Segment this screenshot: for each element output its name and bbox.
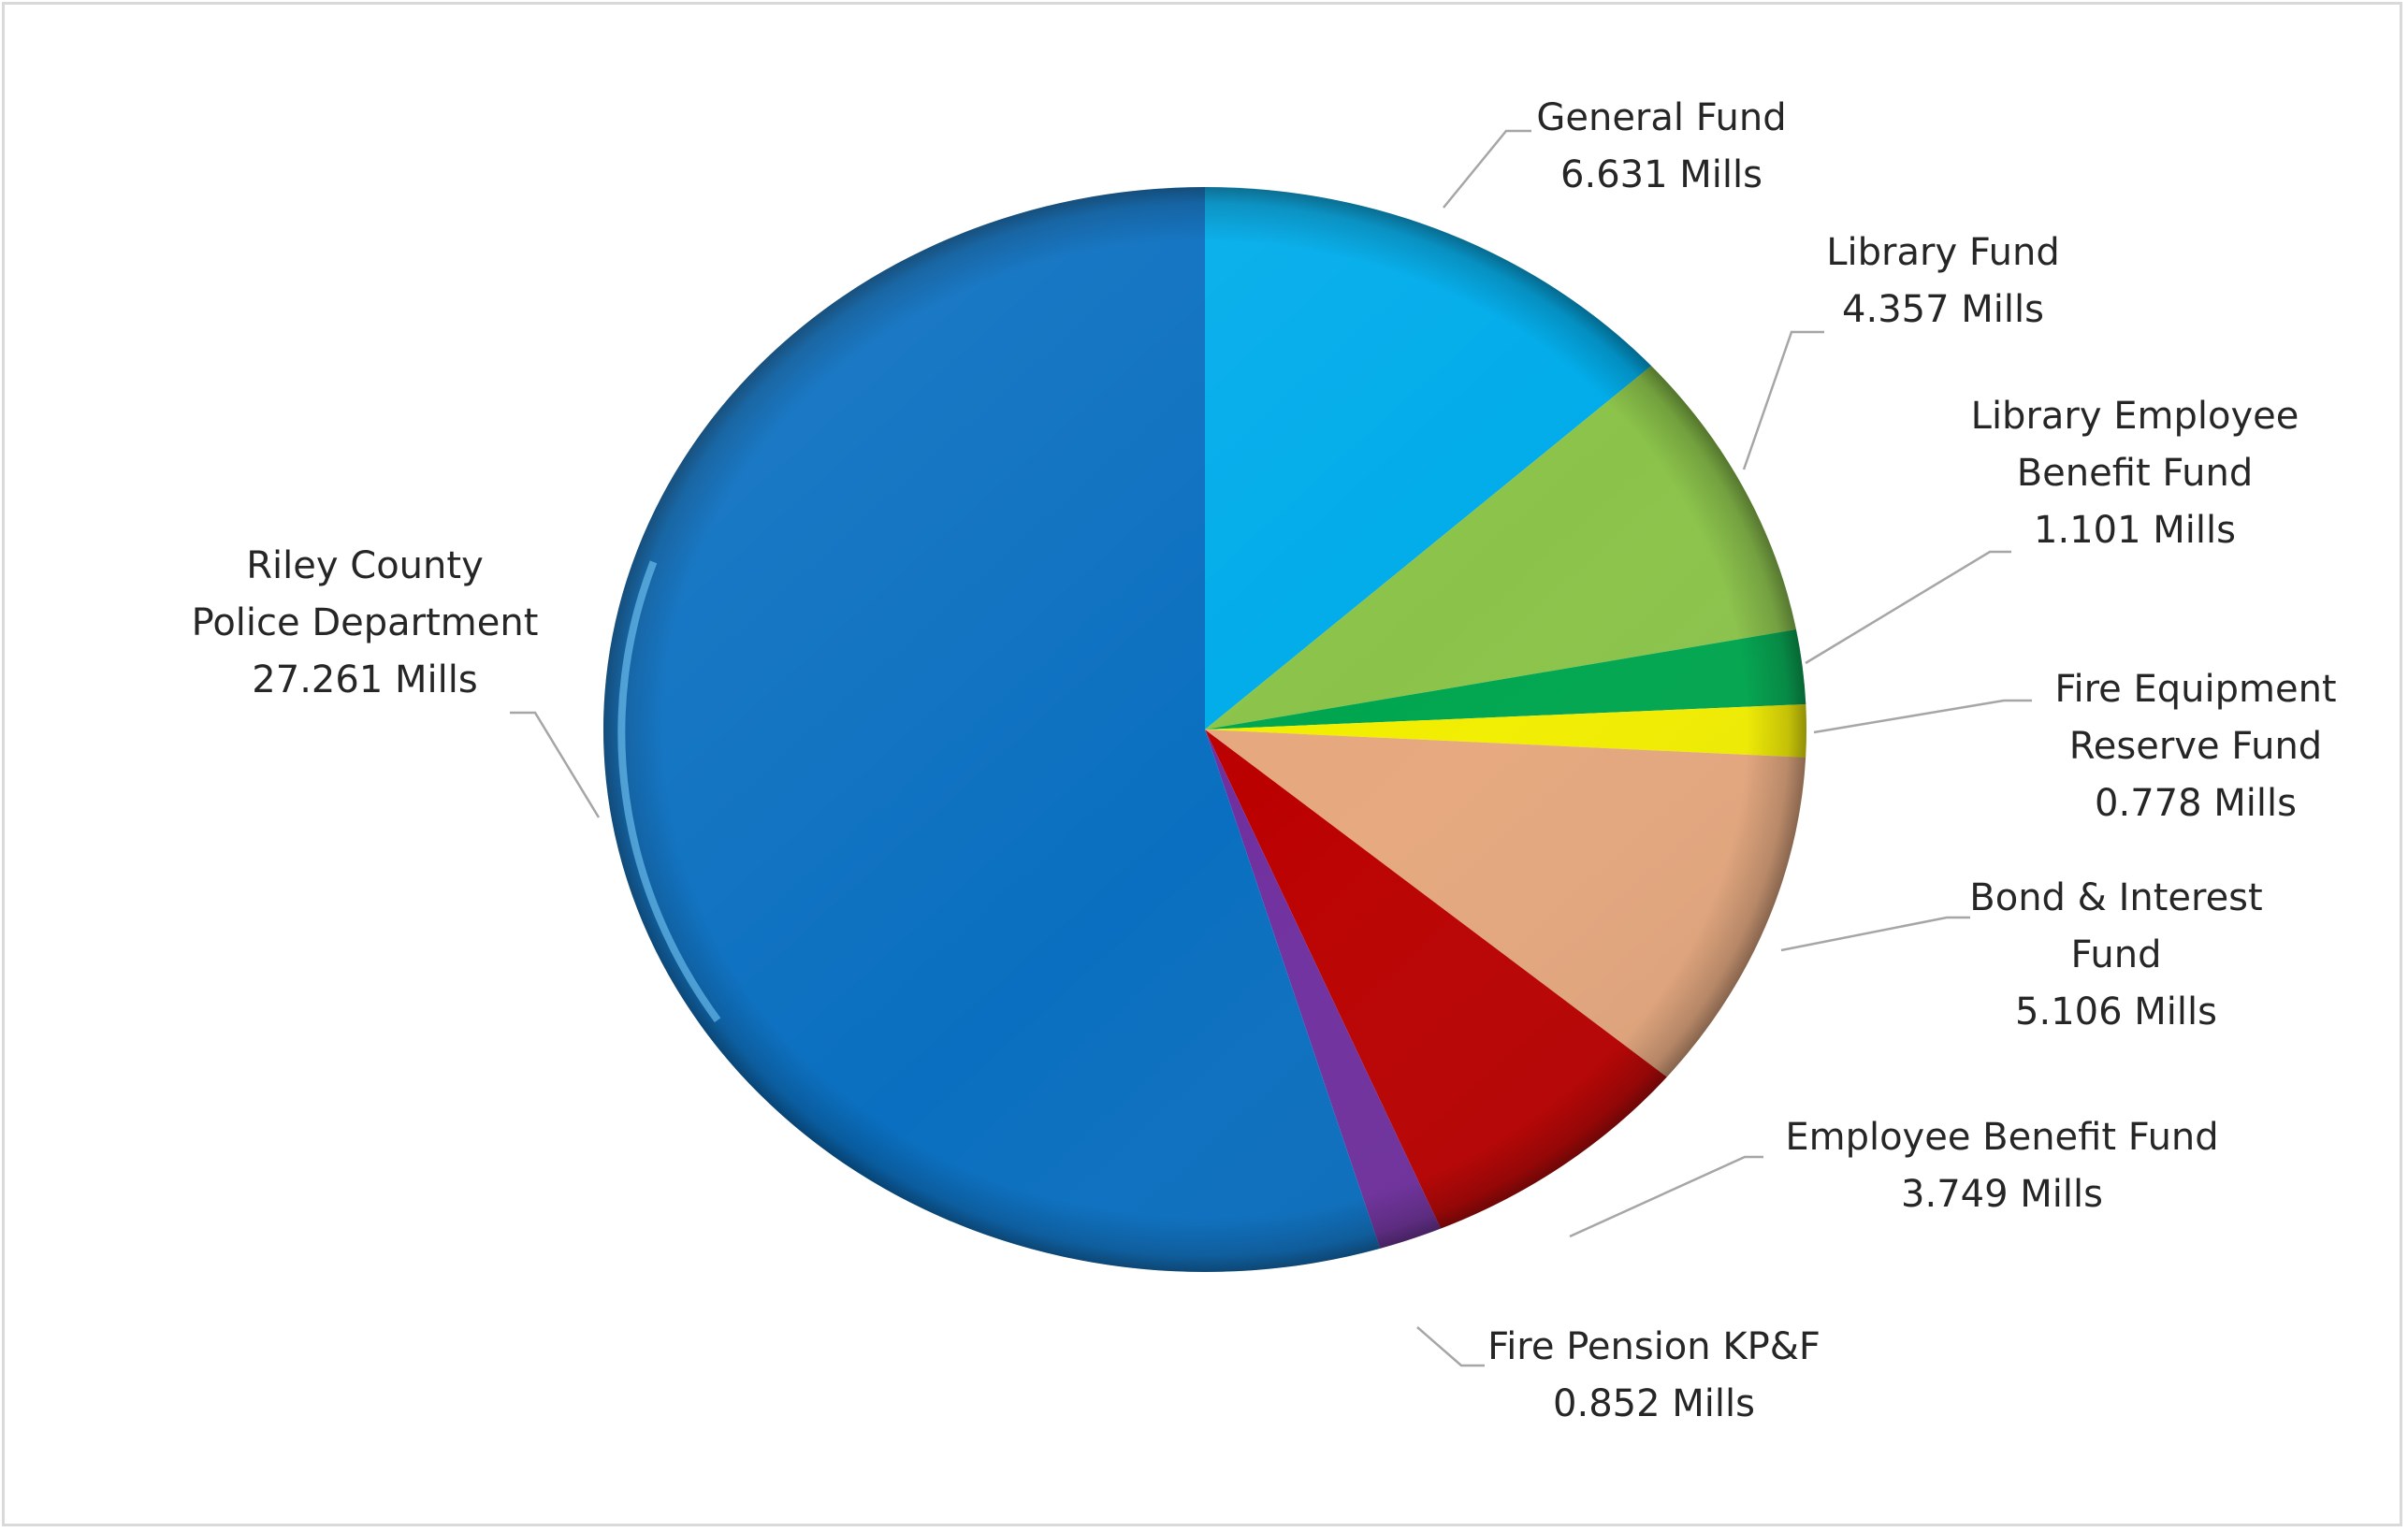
leader-line-fire-equipment-reserve-fund xyxy=(1813,699,2032,734)
slice-value-label: 0.852 Mills xyxy=(1553,1382,1755,1425)
data-label-general-fund: General Fund 6.631 Mills xyxy=(1536,90,1786,204)
pie-sheen xyxy=(603,187,1806,1272)
data-label-library-fund: Library Fund 4.357 Mills xyxy=(1826,224,2060,339)
slice-name-line: Employee Benefit Fund xyxy=(1785,1116,2219,1159)
data-label-fire-equipment-reserve-fund: Fire Equipment Reserve Fund 0.778 Mills xyxy=(2054,661,2336,832)
slice-value-label: 3.749 Mills xyxy=(1901,1173,2103,1216)
slice-name-line: Library Employee xyxy=(1970,395,2299,438)
leader-line-riley-county-police-department xyxy=(510,711,601,818)
data-label-riley-county-police-department: Riley County Police Department 27.261 Mill… xyxy=(192,538,539,709)
leader-line-general-fund xyxy=(1443,129,1531,209)
leader-line-library-fund xyxy=(1742,330,1824,470)
slice-value-label: 1.101 Mills xyxy=(2034,509,2236,552)
slice-value-label: 5.106 Mills xyxy=(2015,990,2217,1033)
leader-line-bond-and-interest-fund xyxy=(1780,916,1970,952)
leader-line-employee-benefit-fund xyxy=(1569,1155,1763,1238)
data-label-employee-benefit-fund: Employee Benefit Fund 3.749 Mills xyxy=(1785,1109,2218,1223)
slice-name-line: Bond & Interest xyxy=(1969,876,2263,919)
data-label-library-employee-benefit-fund: Library Employee Benefit Fund 1.101 Mills xyxy=(1971,388,2299,559)
slice-name-line: Riley County xyxy=(246,544,484,587)
leader-line-fire-pension-kpandf xyxy=(1416,1326,1485,1367)
leader-line-library-employee-benefit-fund xyxy=(1805,550,2011,665)
slice-name-line: Benefit Fund xyxy=(2016,452,2254,495)
data-label-fire-pension-kpandf: Fire Pension KP&F 0.852 Mills xyxy=(1487,1319,1821,1433)
slice-name-line: Fire Equipment xyxy=(2054,668,2337,711)
slice-name-line: Library Fund xyxy=(1826,231,2060,274)
slice-name-line: Fund xyxy=(2070,933,2162,976)
data-label-bond-and-interest-fund: Bond & Interest Fund 5.106 Mills xyxy=(1969,870,2262,1041)
slice-value-label: 27.261 Mills xyxy=(252,658,478,701)
slice-name-line: Fire Pension KP&F xyxy=(1487,1325,1821,1368)
slice-value-label: 4.357 Mills xyxy=(1842,288,2044,331)
slice-value-label: 6.631 Mills xyxy=(1560,153,1762,196)
pie-highlight xyxy=(617,560,721,1023)
slice-value-label: 0.778 Mills xyxy=(2095,782,2297,825)
slice-name-line: General Fund xyxy=(1536,96,1787,139)
slice-name-line: Police Department xyxy=(191,601,539,644)
slice-name-line: Reserve Fund xyxy=(2068,725,2323,768)
